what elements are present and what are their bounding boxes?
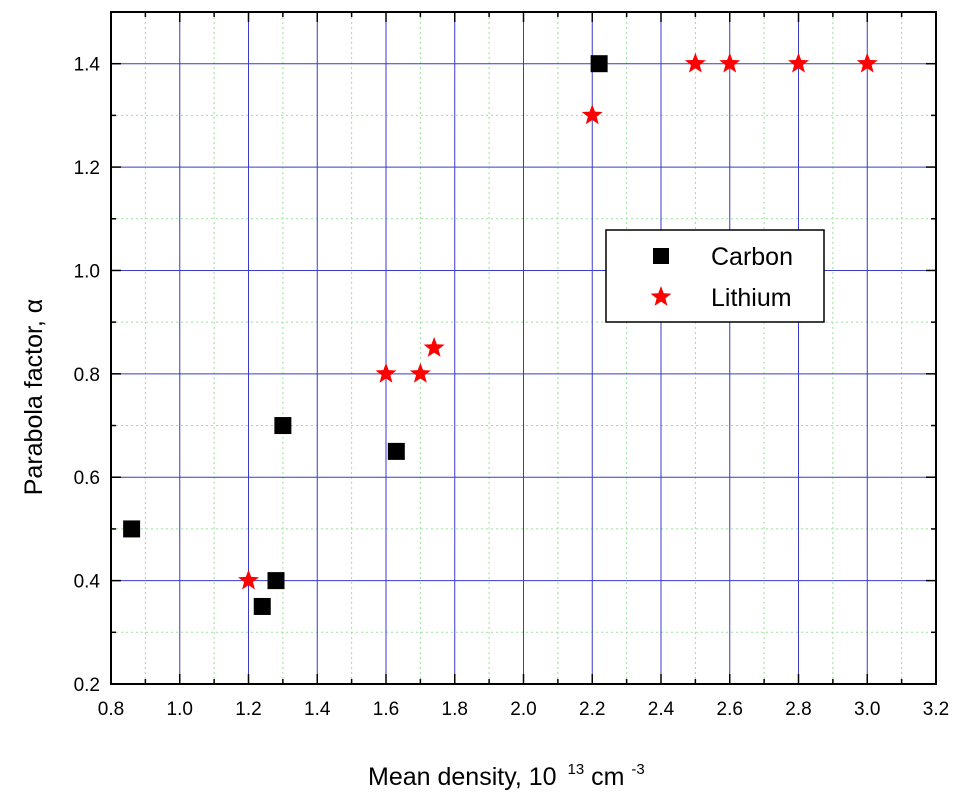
legend-lithium-star-marker [650, 286, 672, 306]
legend-label-lithium: Lithium [711, 284, 792, 312]
x-tick-label: 1.6 [373, 699, 399, 720]
y-tick-label: 0.8 [74, 365, 100, 386]
lithium-point [409, 362, 431, 383]
lithium-point [856, 52, 878, 73]
y-tick-label: 1.2 [74, 158, 100, 179]
x-axis-title-main: Mean density, 10 [368, 763, 557, 791]
x-tick-label: 0.8 [98, 699, 124, 720]
legend: Carbon Lithium [605, 229, 825, 323]
x-tick-label: 2.2 [579, 699, 605, 720]
x-axis-title-unit: cm [591, 763, 624, 791]
x-tick-label: 1.2 [235, 699, 261, 720]
y-tick-labels: 0.2 0.4 0.6 0.8 1.0 1.2 1.4 [74, 55, 101, 696]
y-tick-label: 0.4 [74, 572, 101, 593]
lithium-point [423, 337, 445, 357]
x-axis-title-exponent: 13 [568, 761, 585, 778]
lithium-point [788, 52, 809, 73]
y-tick-label: 0.6 [74, 468, 100, 489]
carbon-point [387, 442, 405, 460]
lithium-point [719, 52, 741, 73]
lithium-point [581, 104, 603, 125]
lithium-point [375, 362, 397, 383]
plot-frame [110, 11, 937, 685]
x-tick-label: 2.0 [510, 699, 536, 720]
x-tick-label: 2.8 [785, 699, 811, 720]
minor-grid [111, 11, 936, 684]
carbon-point [253, 597, 271, 615]
carbon-point [123, 520, 141, 538]
x-tick-label: 1.4 [304, 699, 331, 720]
carbon-point [590, 55, 608, 73]
data-points [123, 52, 878, 615]
y-axis-title-text: Parabola factor, α [20, 299, 48, 496]
lithium-point [684, 52, 706, 73]
x-tick-label: 3.2 [923, 699, 949, 720]
y-axis-title: Parabola factor, α [20, 299, 48, 496]
y-tick-label: 1.0 [74, 261, 100, 282]
x-tick-label: 1.8 [442, 699, 468, 720]
x-tick-label: 2.6 [717, 699, 743, 720]
legend-carbon-square-marker [653, 248, 669, 264]
x-tick-label: 3.0 [854, 699, 880, 720]
legend-label-carbon: Carbon [711, 243, 793, 271]
lithium-point [238, 569, 259, 590]
y-tick-label: 1.4 [74, 55, 101, 76]
carbon-point [267, 572, 285, 590]
x-axis-title-unit-exponent: -3 [631, 761, 644, 778]
y-tick-label: 0.2 [74, 675, 100, 696]
x-axis-title: Mean density, 10 13 cm -3 [368, 752, 645, 791]
carbon-point [274, 417, 292, 435]
x-tick-labels: 0.8 1.0 1.2 1.4 1.6 1.8 2.0 2.2 2.4 2.6 2.8 3.0 3.2 [98, 699, 949, 720]
x-tick-label: 1.0 [167, 699, 193, 720]
x-tick-label: 2.4 [648, 699, 675, 720]
legend-box [605, 229, 825, 323]
